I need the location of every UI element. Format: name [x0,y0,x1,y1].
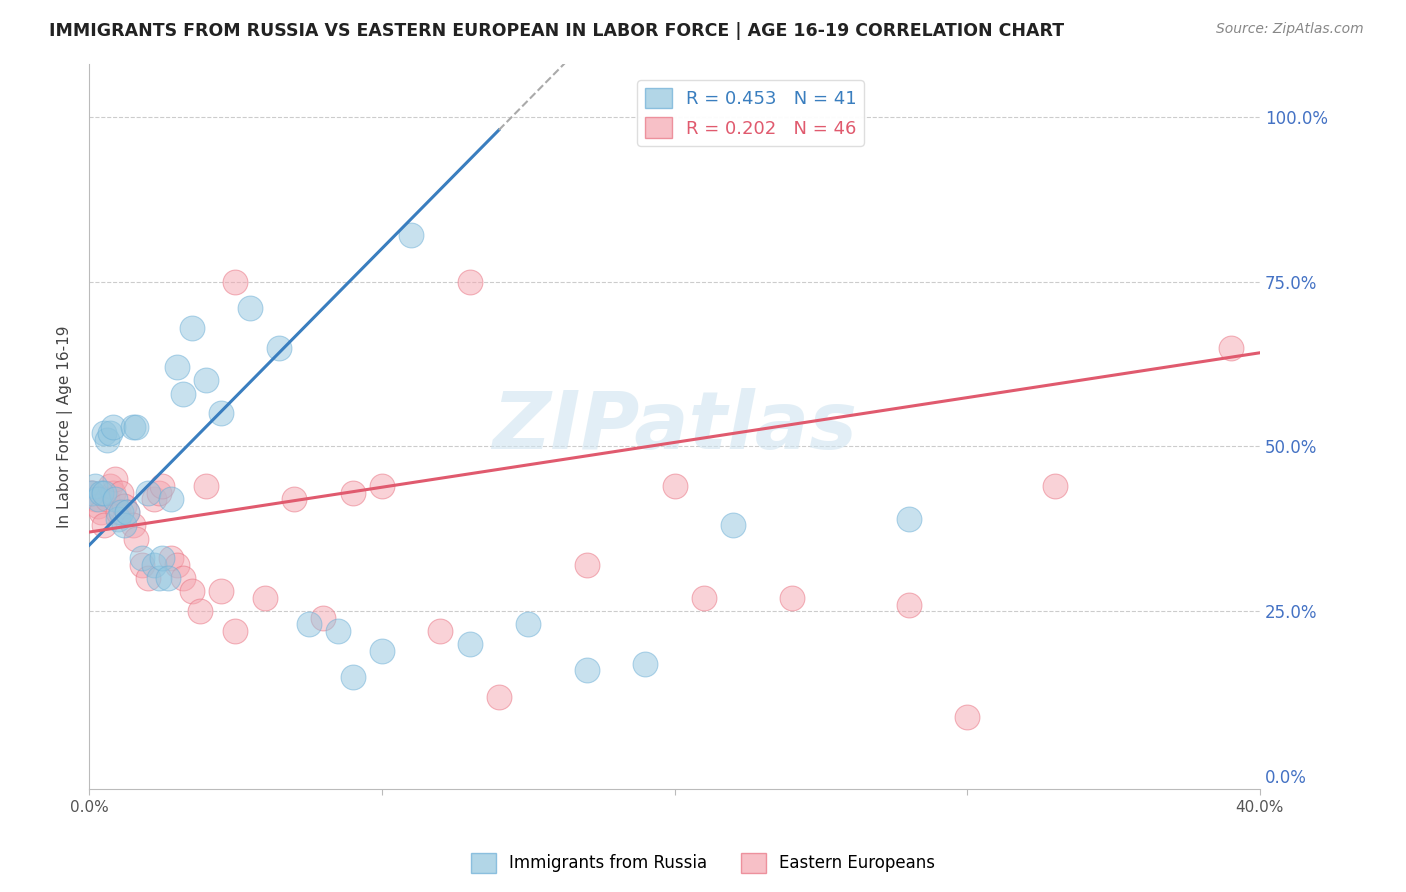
Point [458,275,481,289]
Point [721,518,744,533]
Point [166,558,188,572]
Point [180,584,202,599]
Point [107,512,129,526]
Point [195,374,218,388]
Point [115,505,138,519]
Point [142,492,165,507]
Point [122,419,145,434]
Point [96,433,118,447]
Point [84,479,107,493]
Point [90,485,112,500]
Point [956,709,979,723]
Point [253,591,276,605]
Point [148,485,170,500]
Point [575,558,598,572]
Point [93,485,115,500]
Point [142,558,165,572]
Point [125,419,148,434]
Point [90,505,112,519]
Legend: R = 0.453   N = 41, R = 0.202   N = 46: R = 0.453 N = 41, R = 0.202 N = 46 [637,80,863,145]
Y-axis label: In Labor Force | Age 16-19: In Labor Force | Age 16-19 [58,326,73,528]
Point [87,499,110,513]
Point [180,320,202,334]
Text: IMMIGRANTS FROM RUSSIA VS EASTERN EUROPEAN IN LABOR FORCE | AGE 16-19 CORRELATIO: IMMIGRANTS FROM RUSSIA VS EASTERN EUROPE… [49,22,1064,40]
Point [429,624,451,638]
Point [150,479,173,493]
Point [131,551,153,566]
Point [160,551,183,566]
Point [104,472,127,486]
Point [110,505,132,519]
Point [1219,341,1241,355]
Point [101,419,124,434]
Point [780,591,803,605]
Point [79,485,101,500]
Point [136,571,159,585]
Point [342,485,364,500]
Point [517,617,540,632]
Point [112,518,135,533]
Point [93,518,115,533]
Point [80,485,103,500]
Point [664,479,686,493]
Point [122,518,145,533]
Point [87,492,110,507]
Point [148,571,170,585]
Point [93,426,115,441]
Point [150,551,173,566]
Point [209,584,232,599]
Point [98,426,121,441]
Point [195,479,218,493]
Point [399,228,422,243]
Point [1043,479,1066,493]
Text: ZIPatlas: ZIPatlas [492,388,858,466]
Point [96,492,118,507]
Legend: Immigrants from Russia, Eastern Europeans: Immigrants from Russia, Eastern European… [464,847,942,880]
Point [312,611,335,625]
Point [172,386,194,401]
Point [166,360,188,375]
Point [115,505,138,519]
Point [224,624,246,638]
Point [80,485,103,500]
Text: Source: ZipAtlas.com: Source: ZipAtlas.com [1216,22,1364,37]
Point [160,492,183,507]
Point [269,341,291,355]
Point [693,591,716,605]
Point [125,532,148,546]
Point [104,492,127,507]
Point [224,275,246,289]
Point [298,617,321,632]
Point [283,492,305,507]
Point [897,512,920,526]
Point [342,670,364,684]
Point [371,644,394,658]
Point [107,505,129,519]
Point [239,301,262,315]
Point [575,664,598,678]
Point [458,637,481,651]
Point [157,571,180,585]
Point [172,571,194,585]
Point [326,624,349,638]
Point [634,657,657,671]
Point [897,598,920,612]
Point [112,499,135,513]
Point [209,406,232,420]
Point [190,604,212,618]
Point [371,479,394,493]
Point [101,485,124,500]
Point [110,485,132,500]
Point [488,690,510,704]
Point [84,492,107,507]
Point [98,479,121,493]
Point [136,485,159,500]
Point [131,558,153,572]
